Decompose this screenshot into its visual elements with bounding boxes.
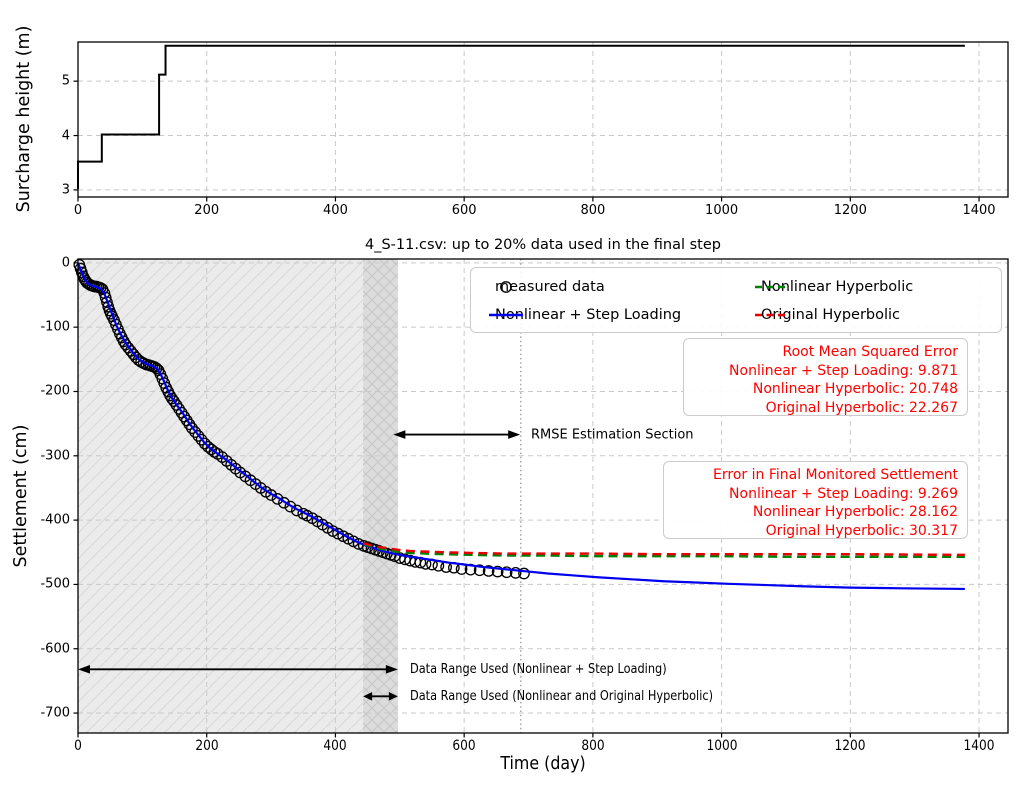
data-range-hyperbolic-label: Data Range Used (Nonlinear and Original … (410, 688, 714, 704)
time-x-axis-label: Time (day) (500, 753, 586, 774)
series-line-2 (362, 542, 965, 557)
series-line-0 (76, 262, 965, 591)
legend-item-nonlinear-hyperbolic: Nonlinear Hyperbolic (753, 279, 914, 295)
red-dashed-marker-icon (755, 313, 789, 317)
final-error-annotation-box: Error in Final Monitored Settlement Nonl… (663, 461, 968, 539)
double-arrow-2 (363, 692, 398, 701)
settlement-y-tick-label: -400 (40, 512, 70, 528)
surcharge-x-tick-label: 400 (323, 203, 348, 218)
rmse-nonlinear-hyperbolic-value: Nonlinear Hyperbolic: 20.748 (752, 381, 958, 398)
series-line-1 (362, 542, 965, 558)
data-range-step-loading-label: Data Range Used (Nonlinear + Step Loadin… (410, 661, 667, 677)
settlement-y-tick-label: 0 (61, 255, 70, 271)
settlement-y-tick-label: -700 (40, 705, 70, 721)
settlement-x-tick-label: 600 (452, 738, 476, 754)
legend-label-original-hyperbolic: Original Hyperbolic (761, 307, 901, 323)
rmse-box-title: Root Mean Squared Error (782, 344, 958, 360)
legend-label-nonlinear-step-loading: Nonlinear + Step Loading (495, 307, 682, 323)
rmse-step-loading-value: Nonlinear + Step Loading: 9.871 (729, 362, 958, 379)
final-error-nonlinear-hyperbolic-value: Nonlinear Hyperbolic: 28.162 (752, 504, 958, 521)
surcharge-x-tick-label: 1200 (833, 203, 867, 218)
surcharge-x-tick-label: 1000 (705, 203, 739, 218)
settlement-x-tick-label: 1200 (834, 738, 866, 754)
surcharge-y-tick-label: 4 (61, 128, 70, 144)
double-arrow-1 (78, 665, 398, 674)
legend-item-measured-data: measured data (487, 279, 605, 295)
rmse-annotation-box: Root Mean Squared Error Nonlinear + Step… (683, 338, 968, 416)
settlement-x-tick-label: 1400 (963, 738, 995, 754)
measured-data-marker-icon (500, 281, 512, 293)
legend: measured data Nonlinear + Step Loading N… (470, 267, 1002, 333)
surcharge-x-tick-label: 0 (73, 203, 83, 218)
settlement-y-tick-label: -300 (40, 448, 70, 464)
settlement-y-tick-label: -100 (40, 319, 70, 335)
legend-label-measured-data: measured data (495, 279, 605, 295)
surcharge-spines (77, 41, 1009, 198)
settlement-y-axis-label: Settlement (cm) (11, 424, 31, 568)
chart-title: 4_S-11.csv: up to 20% data used in the f… (365, 237, 721, 253)
final-error-original-hyperbolic-value: Original Hyperbolic: 30.317 (765, 522, 958, 539)
final-error-step-loading-value: Nonlinear + Step Loading: 9.269 (729, 485, 958, 502)
settlement-y-tick-label: -500 (40, 576, 70, 592)
settlement-y-tick-label: -600 (40, 641, 70, 657)
double-arrow-0 (393, 430, 521, 439)
solid-line-marker-icon (489, 313, 523, 317)
surcharge-x-tick-label: 600 (451, 203, 477, 218)
surcharge-x-tick-label: 800 (580, 203, 606, 218)
rmse-original-hyperbolic-value: Original Hyperbolic: 22.267 (765, 399, 958, 416)
settlement-x-tick-label: 0 (74, 738, 82, 754)
settlement-x-tick-label: 200 (195, 738, 219, 754)
settlement-x-tick-label: 400 (323, 738, 348, 754)
legend-item-original-hyperbolic: Original Hyperbolic (753, 307, 901, 323)
final-error-box-title: Error in Final Monitored Settlement (713, 467, 958, 483)
settlement-y-tick-label: -200 (40, 383, 70, 399)
green-dashed-marker-icon (755, 285, 789, 289)
surcharge-y-tick-label: 3 (61, 182, 70, 198)
surcharge-step-line (77, 44, 965, 189)
rmse-estimation-section-label: RMSE Estimation Section (531, 427, 694, 443)
surcharge-x-tick-label: 200 (194, 203, 220, 218)
settlement-spines (77, 258, 1009, 734)
legend-label-nonlinear-hyperbolic: Nonlinear Hyperbolic (761, 279, 914, 295)
surcharge-y-axis-label: Surcharge height (m) (14, 25, 34, 213)
surcharge-x-tick-label: 1400 (962, 203, 996, 218)
settlement-x-tick-label: 800 (581, 738, 605, 754)
surcharge-y-tick-label: 5 (61, 73, 70, 89)
settlement-x-tick-label: 1000 (706, 738, 738, 754)
legend-item-nonlinear-step-loading: Nonlinear + Step Loading (487, 307, 682, 323)
